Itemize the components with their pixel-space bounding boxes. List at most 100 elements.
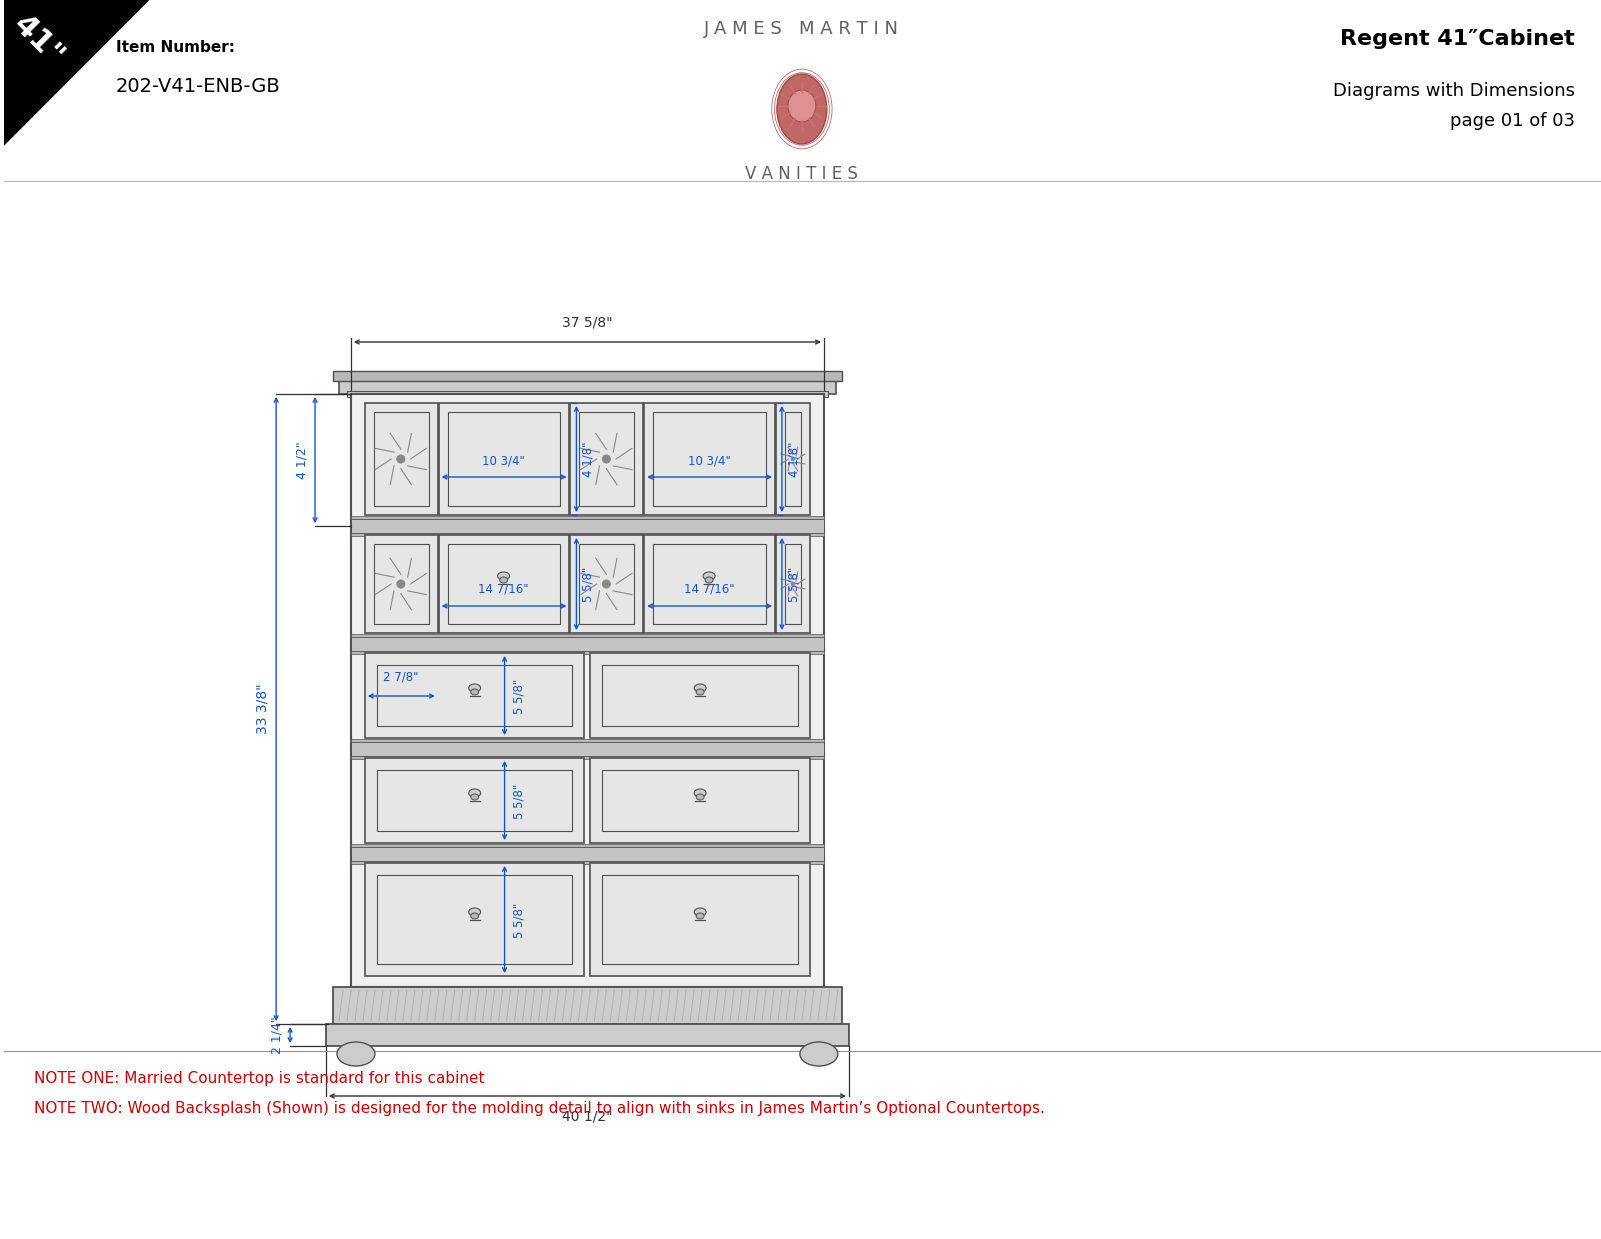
Ellipse shape (703, 572, 716, 580)
Ellipse shape (469, 684, 480, 693)
Text: 33 3/8": 33 3/8" (255, 684, 269, 735)
Bar (365, 403, 437, 515)
Bar (351, 650, 825, 654)
Bar (351, 738, 825, 742)
Bar (776, 535, 810, 633)
Bar (580, 544, 634, 624)
Bar (365, 758, 584, 843)
Bar (351, 394, 825, 987)
Bar (365, 653, 584, 738)
Ellipse shape (471, 689, 479, 695)
Bar (591, 653, 810, 738)
Bar (351, 844, 825, 847)
Text: 14 7/16": 14 7/16" (479, 584, 528, 596)
Bar (784, 413, 800, 506)
Bar (376, 769, 573, 831)
Bar (333, 370, 842, 382)
Ellipse shape (788, 90, 817, 121)
Ellipse shape (469, 789, 480, 797)
Text: Item Number:: Item Number: (115, 40, 234, 55)
Bar (580, 413, 634, 506)
Bar (351, 515, 825, 519)
Bar (351, 756, 825, 760)
Bar (439, 403, 570, 515)
Bar (448, 544, 560, 624)
Bar (784, 544, 800, 624)
Bar (375, 413, 429, 506)
Bar (365, 864, 584, 976)
Text: Diagrams with Dimensions: Diagrams with Dimensions (1334, 82, 1575, 100)
Ellipse shape (696, 689, 704, 695)
Text: 37 5/8": 37 5/8" (562, 315, 613, 330)
Bar (347, 392, 828, 396)
Ellipse shape (776, 74, 826, 144)
Ellipse shape (602, 580, 610, 589)
Text: NOTE ONE: Married Countertop is standard for this cabinet: NOTE ONE: Married Countertop is standard… (34, 1070, 484, 1087)
Bar (776, 403, 810, 515)
Text: 4 1/8": 4 1/8" (788, 441, 800, 477)
Text: 5 5/8": 5 5/8" (788, 566, 800, 602)
Ellipse shape (704, 577, 712, 584)
Text: NOTE TWO: Wood Backsplash (Shown) is designed for the molding detail to align wi: NOTE TWO: Wood Backsplash (Shown) is des… (34, 1101, 1044, 1116)
Bar (644, 535, 775, 633)
Bar (351, 634, 825, 637)
Bar (644, 403, 775, 515)
Ellipse shape (695, 789, 706, 797)
Bar (653, 544, 765, 624)
Bar (351, 519, 825, 533)
Bar (375, 544, 429, 624)
Ellipse shape (696, 794, 704, 800)
Bar (351, 861, 825, 864)
Ellipse shape (471, 794, 479, 800)
Text: 10 3/4": 10 3/4" (482, 453, 525, 467)
Bar (351, 533, 825, 536)
Bar (351, 637, 825, 650)
Text: 41": 41" (8, 10, 69, 72)
Text: 202-V41-ENB-GB: 202-V41-ENB-GB (115, 78, 280, 97)
Ellipse shape (695, 908, 706, 916)
Bar (602, 875, 797, 964)
Ellipse shape (336, 1042, 375, 1066)
Bar (351, 847, 825, 861)
Bar (339, 380, 836, 394)
Text: page 01 of 03: page 01 of 03 (1451, 112, 1575, 130)
Ellipse shape (498, 572, 509, 580)
Ellipse shape (602, 455, 610, 463)
Ellipse shape (800, 1042, 837, 1066)
Bar (327, 1023, 849, 1046)
Ellipse shape (791, 457, 794, 461)
Bar (365, 535, 437, 633)
Ellipse shape (397, 580, 405, 589)
Bar (376, 875, 573, 964)
Text: 4 1/2": 4 1/2" (296, 441, 309, 479)
Bar (591, 864, 810, 976)
Text: 40 1/2": 40 1/2" (562, 1110, 613, 1124)
Bar (602, 769, 797, 831)
Bar (448, 413, 560, 506)
Text: V A N I T I E S: V A N I T I E S (746, 165, 858, 183)
Text: 2 7/8": 2 7/8" (383, 672, 418, 684)
Ellipse shape (471, 913, 479, 919)
Polygon shape (3, 0, 149, 145)
Bar (653, 413, 765, 506)
Text: 5 5/8": 5 5/8" (512, 783, 525, 819)
Text: 5 5/8": 5 5/8" (512, 902, 525, 938)
Text: Regent 41″Cabinet: Regent 41″Cabinet (1340, 28, 1575, 50)
Bar (376, 665, 573, 726)
Text: J A M E S   M A R T I N: J A M E S M A R T I N (704, 20, 900, 38)
Text: 5 5/8": 5 5/8" (581, 566, 596, 602)
Ellipse shape (791, 582, 794, 586)
Bar (570, 403, 644, 515)
Bar (591, 758, 810, 843)
Ellipse shape (696, 913, 704, 919)
Ellipse shape (695, 684, 706, 693)
Text: 5 5/8": 5 5/8" (512, 679, 525, 714)
Bar (333, 987, 842, 1023)
Text: 14 7/16": 14 7/16" (684, 584, 735, 596)
Bar (602, 665, 797, 726)
Ellipse shape (500, 577, 508, 584)
Bar (570, 535, 644, 633)
Text: 10 3/4": 10 3/4" (688, 453, 730, 467)
Bar (351, 742, 825, 756)
Bar (439, 535, 570, 633)
